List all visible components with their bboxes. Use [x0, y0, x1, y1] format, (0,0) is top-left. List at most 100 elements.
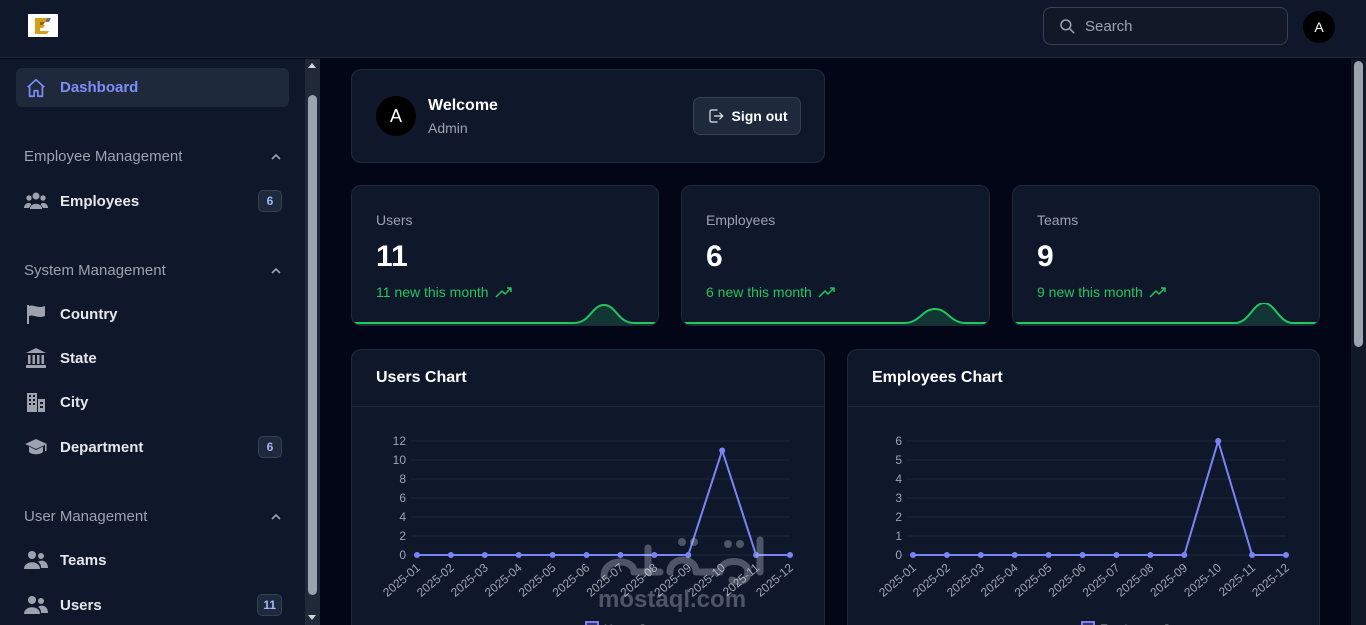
data-point	[1113, 552, 1120, 558]
sidebar-item-state[interactable]: State	[24, 344, 282, 372]
x-tick-label: 2025-01	[876, 560, 919, 599]
sidebar-item-city[interactable]: City	[24, 388, 282, 416]
graduation-cap-icon	[24, 435, 48, 459]
sidebar-scrollbar[interactable]	[305, 59, 320, 625]
user-role: Admin	[428, 120, 468, 136]
y-tick-label: 1	[895, 529, 902, 543]
trending-up-icon	[818, 287, 835, 298]
data-point	[910, 552, 916, 558]
sidebar-item-label: Dashboard	[60, 79, 139, 96]
sidebar-item-teams[interactable]: Teams	[24, 546, 282, 574]
data-point	[414, 552, 420, 558]
users-line-chart: 0246810122025-012025-022025-032025-04202…	[380, 434, 796, 625]
data-point	[549, 552, 556, 558]
legend-swatch	[1081, 621, 1095, 625]
sidebar-item-users[interactable]: Users 11	[24, 591, 282, 619]
city-icon	[24, 390, 48, 414]
group-employee-management[interactable]: Employee Management	[24, 148, 282, 165]
scroll-down-arrow-icon[interactable]	[308, 615, 316, 620]
legend-label: Employees Start	[1100, 622, 1189, 625]
data-point	[753, 552, 760, 558]
count-badge: 11	[257, 594, 282, 616]
user-avatar[interactable]: A	[1303, 11, 1335, 43]
trending-up-icon	[495, 287, 512, 298]
employees-chart-card: Employees Chart 0 1 2 3 4 5 6 2025-01 2025-02 202…	[847, 349, 1320, 625]
chevron-up-icon[interactable]	[270, 265, 282, 277]
data-point	[787, 552, 793, 558]
sign-out-button[interactable]: Sign out	[693, 97, 801, 135]
chevron-up-icon[interactable]	[270, 511, 282, 523]
stat-trend: 6 new this month	[706, 284, 836, 300]
main-scrollbar[interactable]	[1351, 59, 1366, 625]
sidebar-item-employees[interactable]: Employees 6	[24, 187, 282, 215]
users-chart-card: Users Chart 0 2 4 6 8 10 12 2025-01 2025-02 2025-…	[351, 349, 825, 625]
chevron-up-icon[interactable]	[270, 151, 282, 163]
x-tick-label: 2025-06	[550, 560, 593, 599]
stat-trend-text: 6 new this month	[706, 284, 812, 300]
stat-trend: 11 new this month	[376, 284, 513, 300]
series-line	[913, 437, 1286, 556]
stat-card-teams: Teams 9 9 new this month	[1012, 185, 1320, 326]
y-tick-label: 6	[895, 434, 902, 448]
sidebar-item-country[interactable]: Country	[24, 300, 282, 328]
data-point	[1011, 552, 1018, 558]
data-point	[481, 552, 488, 558]
count-badge: 6	[258, 190, 282, 212]
x-tick-label: 2025-12	[753, 560, 796, 599]
stat-card-employees: Employees 6 6 new this month	[681, 185, 990, 326]
sidebar-item-label: Department	[60, 438, 144, 456]
scroll-up-arrow-icon[interactable]	[308, 63, 316, 68]
search-input[interactable]	[1085, 17, 1275, 35]
count-badge: 6	[258, 436, 282, 458]
stat-value: 11	[376, 240, 408, 273]
x-tick-label: 2025-08	[1114, 560, 1157, 599]
x-tick-label: 2025-05	[1012, 560, 1055, 599]
sidebar: Dashboard Employee Management Employees …	[0, 59, 305, 625]
trending-up-icon	[1149, 287, 1166, 298]
stat-label: Users	[376, 212, 413, 228]
data-point	[447, 552, 454, 558]
data-point	[583, 552, 590, 558]
group-title: System Management	[24, 262, 166, 279]
x-tick-label: 2025-07	[1080, 560, 1123, 599]
sidebar-item-label: Teams	[60, 551, 107, 569]
data-point	[617, 552, 624, 558]
app-logo[interactable]	[28, 14, 58, 37]
data-point	[1283, 552, 1289, 558]
data-point	[1249, 552, 1256, 558]
logo-icon	[35, 17, 51, 34]
stat-trend-text: 9 new this month	[1037, 284, 1143, 300]
series-line	[417, 447, 790, 556]
sidebar-item-department[interactable]: Department 6	[24, 433, 282, 461]
stat-label: Teams	[1037, 212, 1079, 228]
chart-title: Users Chart	[352, 350, 824, 407]
y-tick-label: 5	[895, 453, 902, 467]
search-icon	[1060, 19, 1075, 34]
welcome-title: Welcome	[428, 97, 498, 114]
group-system-management[interactable]: System Management	[24, 262, 282, 279]
x-tick-label: 2025-02	[910, 560, 953, 599]
x-tick-label: 2025-05	[516, 560, 559, 599]
y-tick-label: 2	[895, 510, 902, 524]
users-icon	[24, 593, 48, 617]
scrollbar-thumb[interactable]	[1354, 61, 1363, 347]
avatar: A	[376, 96, 416, 136]
building-columns-icon	[24, 346, 48, 370]
x-tick-label: 2025-10	[685, 560, 728, 599]
legend-label: Users Start	[604, 622, 665, 625]
sidebar-item-label: Country	[60, 305, 118, 323]
group-title: User Management	[24, 508, 148, 525]
x-tick-label: 2025-02	[414, 560, 457, 599]
data-point	[719, 447, 726, 454]
stat-trend: 9 new this month	[1037, 284, 1167, 300]
x-tick-label: 2025-06	[1046, 560, 1089, 599]
group-user-management[interactable]: User Management	[24, 508, 282, 525]
sidebar-item-dashboard[interactable]: Dashboard	[16, 68, 289, 107]
search-box[interactable]	[1043, 7, 1288, 45]
group-title: Employee Management	[24, 148, 183, 165]
scrollbar-thumb[interactable]	[308, 95, 317, 595]
y-tick-label: 8	[399, 472, 406, 486]
stat-label: Employees	[706, 212, 776, 228]
x-tick-label: 2025-07	[584, 560, 627, 599]
data-point	[685, 552, 692, 558]
